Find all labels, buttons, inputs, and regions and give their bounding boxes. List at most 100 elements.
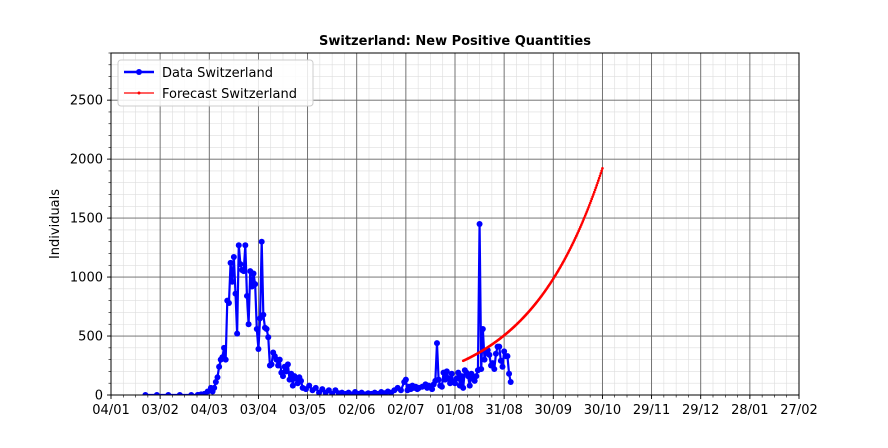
data-point [507,379,514,386]
data-point [242,242,249,249]
data-point [466,382,473,389]
data-point [237,261,244,268]
data-point [445,375,452,382]
y-tick-label: 2500 [70,94,103,109]
data-point [479,325,486,332]
y-axis-label: Individuals [48,189,63,259]
forecast-point [583,216,586,219]
x-tick-label: 01/08 [436,403,473,418]
legend-marker-forecast [137,91,141,95]
forecast-point [585,210,589,213]
forecast-point [596,181,599,185]
data-point [240,268,247,275]
data-point [289,382,296,389]
y-tick-label: 1500 [70,212,103,227]
legend-marker-data [136,69,142,75]
data-point [443,368,450,375]
data-point [435,376,442,383]
forecast-point [584,212,588,215]
data-point [232,290,239,297]
x-tick-label: 28/01 [731,403,768,418]
legend: Data Switzerland Forecast Switzerland [117,59,314,107]
data-point [250,270,257,277]
data-point [229,278,236,285]
x-tick-label: 02/07 [387,403,424,418]
x-tick-label: 30/09 [535,403,572,418]
data-point [252,281,259,288]
x-tick-label: 02/06 [338,403,375,418]
x-tick-label: 04/03 [191,403,228,418]
x-tick-label: 29/12 [682,403,719,418]
data-point [497,357,504,364]
data-point [284,361,291,368]
data-point [492,350,499,357]
data-point [258,238,265,245]
data-point [153,392,160,395]
data-point [227,259,234,266]
data-point [176,392,183,395]
axis-ticks: 04/01 03/02 04/03 03/04 03/05 02/06 02/07 01/08… [70,52,818,418]
data-point [478,366,485,373]
data-point [460,384,467,391]
data-point [433,340,440,347]
forecast-point [591,195,594,198]
forecast-point [599,172,603,175]
data-point [489,360,496,367]
forecast-point [598,174,602,178]
data-point [468,370,475,377]
legend-box [117,59,314,107]
x-tick-label: 29/11 [633,403,670,418]
forecast-point [581,220,585,223]
data-point [506,370,513,377]
forecast-point [594,186,598,189]
data-point [453,375,460,382]
data-point [221,344,228,351]
data-point [235,242,242,249]
y-tick-label: 1000 [70,271,103,286]
forecast-point [582,218,585,221]
forecast-point [589,199,593,203]
data-point [222,356,229,363]
x-tick-label: 04/01 [92,403,129,418]
legend-label-data: Data Switzerland [162,66,273,81]
data-point [283,368,290,375]
y-tick-label: 500 [78,330,103,345]
forecast-point [593,188,597,192]
data-point [230,254,237,261]
data-point [245,321,252,328]
data-point [452,380,458,387]
data-series-group [142,167,604,395]
data-point [429,386,436,393]
data-point [499,363,506,370]
forecast-point [597,179,600,182]
data-point [298,377,305,384]
forecast-point [592,190,596,194]
data-point [212,379,219,386]
data-point [491,366,498,373]
x-tick-label: 30/10 [584,403,621,418]
forecast-point [595,184,598,187]
data-point [402,376,409,383]
data-point [165,392,172,395]
x-tick-label: 31/08 [485,403,522,418]
data-point [253,325,260,332]
data-point [438,383,445,390]
data-point [280,373,286,380]
forecast-point [587,206,590,209]
data-point [473,373,480,380]
data-point [275,362,282,369]
data-point [216,363,223,370]
forecast-point [592,193,595,196]
data-point [312,384,319,391]
data-point [501,348,508,355]
data-point [481,356,488,363]
data-point [476,221,483,227]
x-tick-label: 27/02 [780,403,817,418]
data-point [397,387,404,394]
data-point [448,370,455,377]
data-point [286,376,293,383]
data-point [255,346,262,353]
data-point [142,392,149,395]
data-point [214,374,221,381]
